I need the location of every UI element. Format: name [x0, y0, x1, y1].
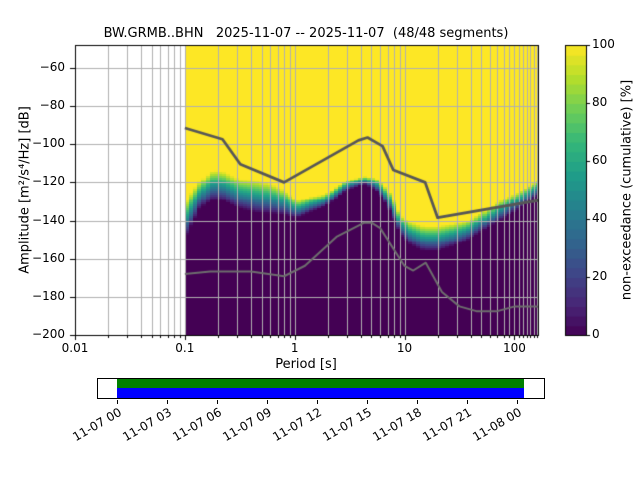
date-tick-mark — [367, 400, 368, 404]
colorbar-label: non-exceedance (cumulative) [%] — [619, 79, 635, 301]
date-tick-mark — [317, 400, 318, 404]
date-tick-mark — [417, 400, 418, 404]
date-tick-mark — [117, 400, 118, 404]
date-tick-mark — [217, 400, 218, 404]
y-tick-label: −60 — [39, 59, 65, 74]
coverage-data-bar — [117, 388, 524, 398]
date-tick-mark — [517, 400, 518, 404]
x-tick-label: 0.1 — [175, 341, 195, 355]
colorbar-tick-label: 0 — [592, 327, 600, 341]
y-tick-label: −160 — [32, 250, 65, 265]
x-tick-label: 100 — [502, 341, 526, 355]
date-tick-mark — [467, 400, 468, 404]
y-tick-label: −140 — [32, 212, 65, 227]
y-tick-label: −120 — [32, 174, 65, 189]
y-tick-label: −180 — [32, 288, 65, 303]
date-tick-mark — [167, 400, 168, 404]
x-tick-label: 10 — [396, 341, 413, 355]
colorbar-tick-label: 20 — [592, 269, 608, 283]
colorbar-tick-label: 100 — [592, 37, 615, 51]
colorbar-tick-label: 60 — [592, 153, 608, 167]
y-axis-label: Amplitude [m²/s⁴/Hz] [dB] — [17, 106, 33, 274]
date-tick-mark — [267, 400, 268, 404]
x-axis-label: Period [s] — [275, 357, 337, 372]
colorbar-tick-label: 40 — [592, 211, 608, 225]
y-tick-label: −100 — [32, 136, 65, 151]
x-tick-label: 0.01 — [61, 341, 89, 355]
x-tick-label: 1 — [290, 341, 299, 355]
colorbar-tick-label: 80 — [592, 95, 608, 109]
y-tick-label: −200 — [32, 327, 65, 341]
coverage-span-bar — [117, 379, 524, 388]
y-tick-label: −80 — [39, 98, 65, 113]
plot-title: BW.GRMB..BHN 2025-11-07 -- 2025-11-07 (4… — [103, 26, 509, 41]
